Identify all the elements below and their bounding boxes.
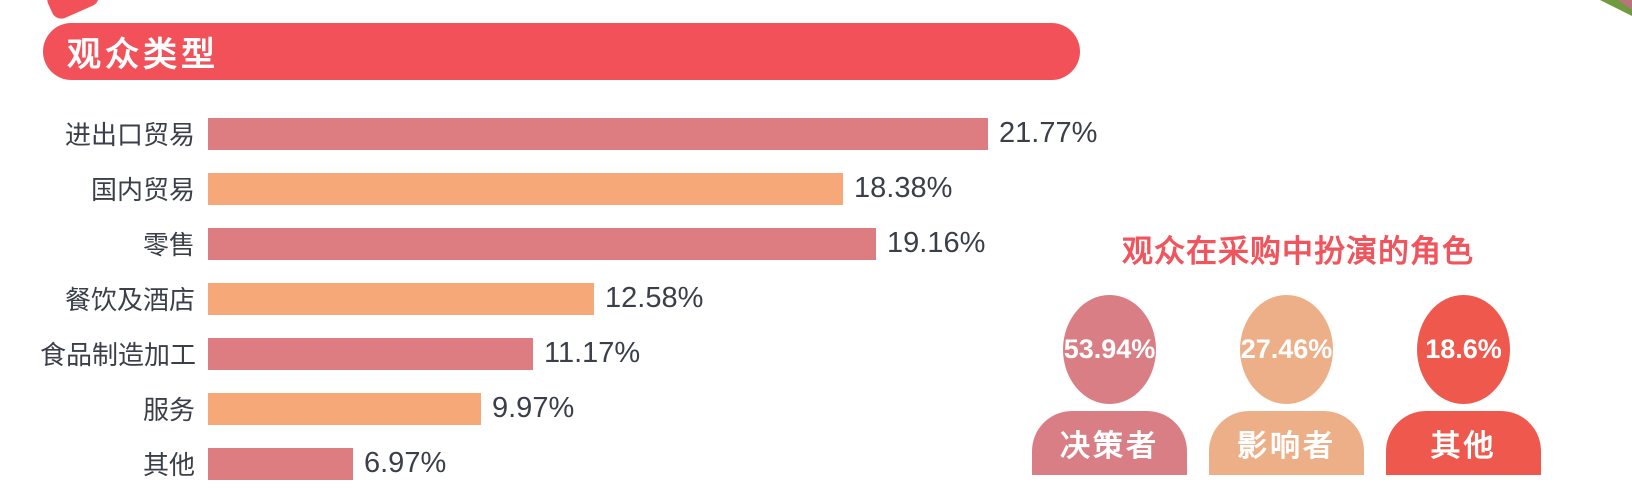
bar-row: 国内贸易 18.38% <box>40 161 1097 216</box>
bar <box>208 282 594 315</box>
person-head-circle: 18.6% <box>1417 295 1510 404</box>
person-head-circle: 27.46% <box>1240 295 1333 404</box>
section-banner: 观众类型 <box>43 23 1080 80</box>
roles-pictogram: 53.94% 决策者 27.46% 影响者 18.6% 其他 <box>1032 295 1541 475</box>
bar <box>208 172 843 205</box>
bar <box>208 337 533 370</box>
bar-row: 其他 6.97% <box>40 436 1097 491</box>
bar-category-label: 零售 <box>142 230 195 260</box>
person-figure: 53.94% 决策者 <box>1032 295 1187 475</box>
role-value-label: 27.46% <box>1240 334 1333 364</box>
bar <box>208 227 876 260</box>
role-name-label: 影响者 <box>1237 430 1336 463</box>
role-name-label: 决策者 <box>1060 430 1159 463</box>
bar-row: 零售 19.16% <box>40 216 1097 271</box>
bar-value-label: 9.97% <box>492 392 575 424</box>
photo-corner-fragment <box>1600 0 1632 16</box>
bar-category-label: 餐饮及酒店 <box>64 285 195 315</box>
bar-category-label: 其他 <box>142 450 195 480</box>
bar-value-label: 6.97% <box>364 447 447 479</box>
person-body-shape: 影响者 <box>1209 411 1364 475</box>
bar-row: 食品制造加工 11.17% <box>40 326 1097 381</box>
red-ribbon-fragment <box>44 0 102 22</box>
bar-value-label: 18.38% <box>854 172 953 204</box>
person-head-circle: 53.94% <box>1063 295 1156 404</box>
person-figure: 18.6% 其他 <box>1386 295 1541 475</box>
role-name-label: 其他 <box>1430 430 1497 463</box>
section-title: 观众类型 <box>67 36 219 74</box>
bar-value-label: 21.77% <box>999 117 1098 149</box>
bar-category-label: 服务 <box>142 395 195 425</box>
audience-type-bar-chart: 进出口贸易 21.77% 国内贸易 18.38% 零售 19.16% 餐饮及酒店… <box>40 106 1097 491</box>
role-value-label: 53.94% <box>1063 334 1156 364</box>
person-figure: 27.46% 影响者 <box>1209 295 1364 475</box>
bar <box>208 117 988 150</box>
bar-row: 餐饮及酒店 12.58% <box>40 271 1097 326</box>
bar-row: 服务 9.97% <box>40 381 1097 436</box>
bar-category-label: 食品制造加工 <box>40 340 197 370</box>
bar-category-label: 国内贸易 <box>90 175 195 205</box>
bar <box>208 392 481 425</box>
person-body-shape: 其他 <box>1386 411 1541 475</box>
bar-row: 进出口贸易 21.77% <box>40 106 1097 161</box>
bar-category-label: 进出口贸易 <box>64 120 195 150</box>
bar-value-label: 11.17% <box>544 337 641 369</box>
roles-section-title: 观众在采购中扮演的角色 <box>1122 234 1474 269</box>
bar <box>208 447 353 480</box>
bar-value-label: 19.16% <box>887 227 986 259</box>
role-value-label: 18.6% <box>1425 334 1502 364</box>
person-body-shape: 决策者 <box>1032 411 1187 475</box>
bar-value-label: 12.58% <box>605 282 704 314</box>
